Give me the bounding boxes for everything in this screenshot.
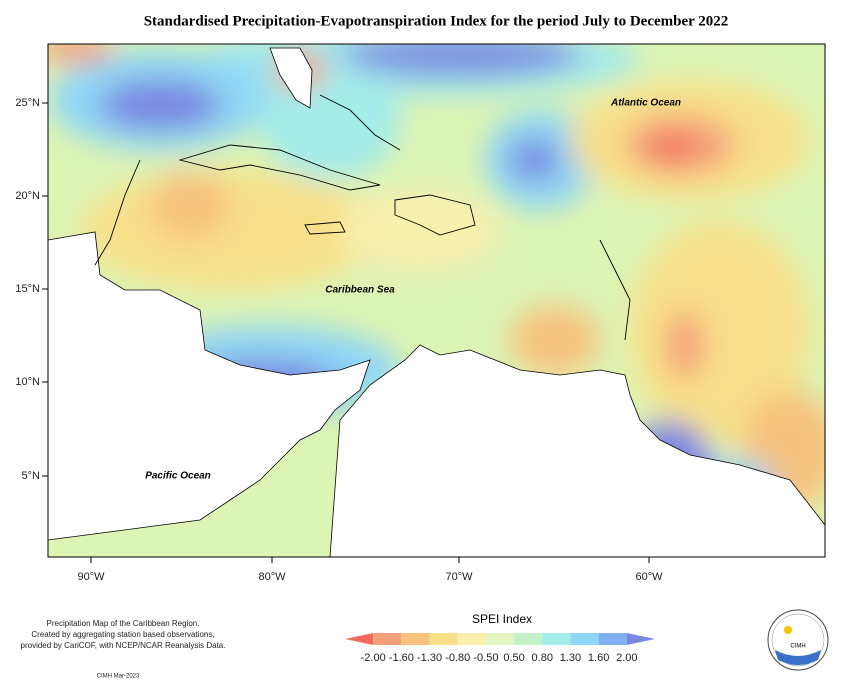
lon-label: 60°W — [635, 571, 663, 583]
yucatan — [94, 159, 141, 266]
legend-tick: -0.80 — [445, 652, 470, 664]
legend-tick: 0.50 — [503, 652, 524, 664]
lon-label: 90°W — [77, 571, 105, 583]
map-frame — [47, 43, 826, 558]
legend-swatch — [542, 633, 571, 645]
hispaniola — [394, 194, 476, 236]
legend-swatch — [626, 633, 655, 645]
legend-swatch — [373, 633, 402, 645]
legend-swatch — [514, 633, 543, 645]
ocean-label: Caribbean Sea — [325, 285, 395, 296]
south-america — [329, 344, 825, 557]
cuba — [178, 144, 381, 191]
legend-swatch — [485, 633, 515, 645]
legend-tick: 0.80 — [532, 652, 553, 664]
lat-label: 10°N — [15, 376, 40, 388]
legend-swatch — [429, 633, 458, 645]
legend-swatch — [401, 633, 430, 645]
title: Standardised Precipitation-Evapotranspir… — [144, 13, 729, 29]
lat-label: 20°N — [15, 190, 40, 202]
legend-tick: 2.00 — [616, 652, 637, 664]
legend-swatch — [345, 633, 374, 645]
lat-label: 25°N — [15, 97, 40, 109]
legend-tick: -1.30 — [417, 652, 442, 664]
legend-tick: -2.00 — [361, 652, 386, 664]
ocean-label: Pacific Ocean — [145, 471, 211, 482]
islands — [319, 94, 631, 341]
legend-tick: 1.60 — [588, 652, 609, 664]
legend-tick: -0.50 — [473, 652, 498, 664]
footer-note: provided by CariCOF, with NCEP/NCAR Rean… — [21, 641, 226, 650]
legend-swatch — [598, 633, 627, 645]
florida — [269, 47, 313, 109]
legend-title: SPEI Index — [472, 612, 532, 626]
footer-note: Created by aggregating station based obs… — [31, 630, 214, 639]
jamaica — [304, 221, 346, 235]
logo: CIMH — [767, 609, 829, 671]
legend-tick: -1.60 — [389, 652, 414, 664]
lat-label: 5°N — [22, 470, 41, 482]
legend-swatch — [457, 633, 486, 645]
logo-text: CIMH — [790, 644, 805, 650]
central-america — [48, 231, 371, 541]
ocean-label: Atlantic Ocean — [610, 98, 681, 109]
footer-note: Precipitation Map of the Caribbean Regio… — [47, 619, 200, 628]
legend: -2.00 -1.60 -1.30 -0.80 -0.50 0.50 0.80 1.30 1.6… — [345, 633, 655, 664]
lat-label: 15°N — [15, 283, 40, 295]
lon-label: 80°W — [258, 571, 286, 583]
lon-label: 70°W — [445, 571, 473, 583]
map — [48, 44, 825, 557]
legend-tick: 1.30 — [560, 652, 581, 664]
axis-ticks: 25°N 20°N 15°N 10°N 5°N 90°W 80°W 70°W 60°W — [15, 97, 663, 583]
credit: CIMH Mar-2023 — [97, 674, 140, 680]
legend-swatch — [570, 633, 599, 645]
